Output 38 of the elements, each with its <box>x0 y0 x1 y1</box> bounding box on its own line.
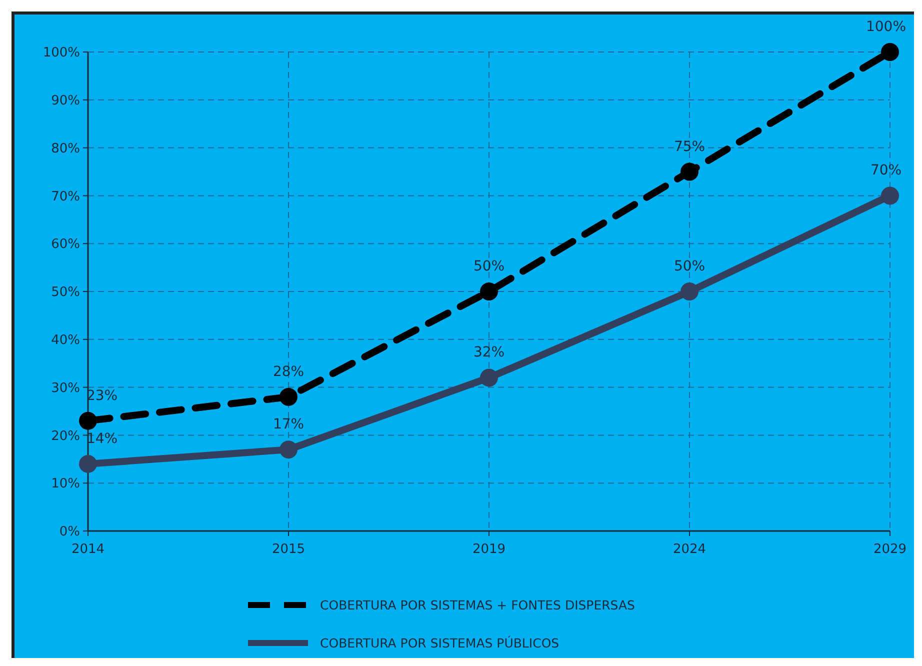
x-tick-label: 2029 <box>873 542 907 557</box>
y-tick-label: 50% <box>51 285 80 300</box>
point <box>79 412 97 430</box>
y-tick-label: 80% <box>51 141 80 156</box>
y-tick-label: 60% <box>51 237 80 252</box>
y-tick-label: 40% <box>51 332 80 348</box>
point <box>680 282 698 300</box>
x-tick-label: 2015 <box>272 542 306 557</box>
x-tick-label: 2024 <box>672 542 706 557</box>
legend-label: COBERTURA POR SISTEMAS PÚBLICOS <box>320 635 560 650</box>
y-tick-label: 100% <box>42 46 80 61</box>
point <box>881 43 899 61</box>
point <box>480 282 498 300</box>
y-tick-label: 10% <box>51 476 80 492</box>
data-label: 14% <box>86 430 118 447</box>
data-label: 70% <box>870 162 902 179</box>
y-tick-label: 30% <box>51 380 80 396</box>
y-tick-label: 20% <box>51 428 80 444</box>
y-tick-label: 70% <box>51 189 80 204</box>
y-tick-label: 90% <box>51 93 80 108</box>
data-label: 28% <box>272 364 304 380</box>
point <box>881 186 899 205</box>
data-label: 50% <box>674 258 706 274</box>
data-label: 50% <box>473 258 505 274</box>
point <box>680 162 698 181</box>
point <box>280 440 298 459</box>
data-label: 32% <box>473 344 505 361</box>
x-tick-label: 2014 <box>71 542 105 557</box>
point <box>480 368 498 387</box>
legend-label: COBERTURA POR SISTEMAS + FONTES DISPERSAS <box>320 597 636 612</box>
data-label: 23% <box>86 388 118 404</box>
data-label: 17% <box>272 416 304 433</box>
point <box>280 388 298 406</box>
x-tick-label: 2019 <box>472 542 506 557</box>
point <box>79 454 97 473</box>
y-tick-label: 0% <box>59 524 80 540</box>
data-label: 100% <box>866 19 906 35</box>
data-label: 75% <box>674 138 706 155</box>
